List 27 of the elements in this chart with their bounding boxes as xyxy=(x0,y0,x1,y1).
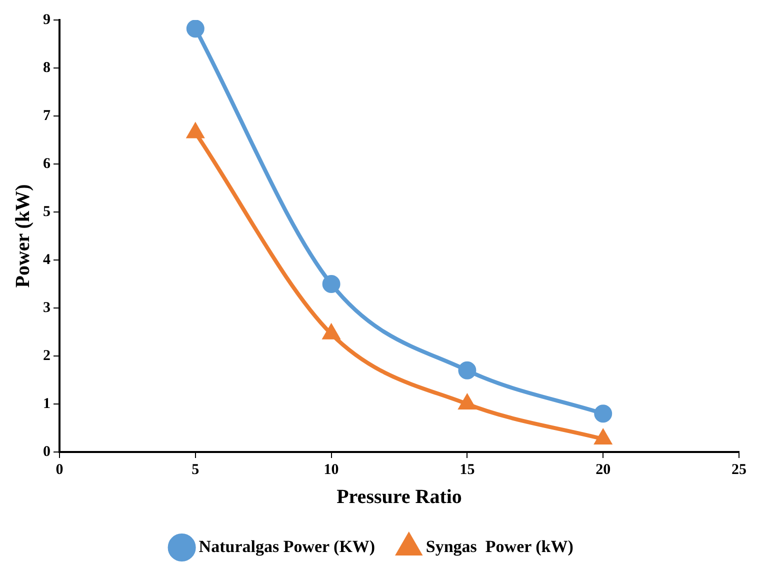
x-tick-label: 25 xyxy=(732,462,746,478)
x-tick-label: 5 xyxy=(192,462,200,478)
y-tick-label: 1 xyxy=(43,396,50,412)
point xyxy=(458,361,476,380)
point xyxy=(186,20,204,38)
x-tick-label: 0 xyxy=(56,462,64,478)
x-axis-title: Pressure Ratio xyxy=(336,486,462,508)
y-tick-label: 5 xyxy=(43,204,50,220)
y-tick-label: 2 xyxy=(43,348,50,364)
y-tick-label: 8 xyxy=(43,60,50,76)
legend-label: Syngas Power (kW) xyxy=(426,536,574,556)
point xyxy=(323,324,340,340)
point xyxy=(459,395,476,410)
x-tick-label: 20 xyxy=(596,462,611,478)
y-tick-label: 7 xyxy=(43,108,51,124)
point xyxy=(594,404,612,423)
y-tick-label: 3 xyxy=(43,300,50,316)
point xyxy=(322,275,340,293)
x-tick-label: 15 xyxy=(460,462,475,478)
x-tick-label: 10 xyxy=(324,462,339,478)
y-tick-label: 6 xyxy=(43,156,51,172)
legend-label: Naturalgas Power (KW) xyxy=(198,536,376,556)
point xyxy=(595,430,612,445)
y-axis-title: Power (kW) xyxy=(12,184,34,288)
y-tick-label: 0 xyxy=(43,444,50,460)
y-tick-label: 4 xyxy=(43,252,51,268)
y-tick-label: 9 xyxy=(43,12,50,28)
